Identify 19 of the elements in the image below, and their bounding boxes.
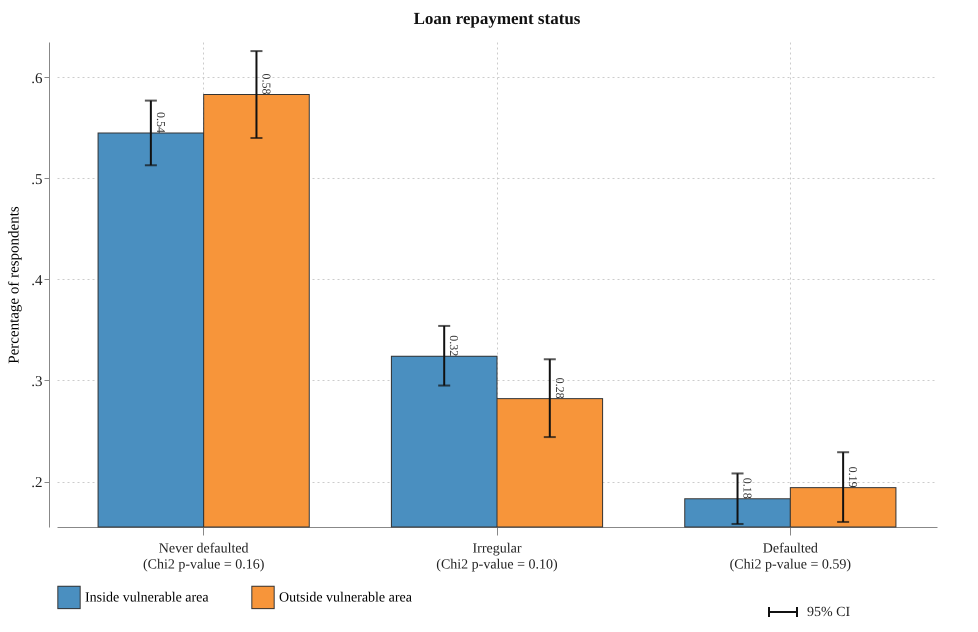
y-tick-label: .3 bbox=[31, 374, 42, 390]
text: 95% CI bbox=[807, 605, 850, 620]
y-tick-label: .4 bbox=[31, 272, 43, 289]
data-label: 0.28 bbox=[552, 378, 567, 399]
data-label: 0.54 bbox=[154, 112, 168, 133]
data-label: 0.18 bbox=[740, 478, 755, 499]
data-label: 0.58 bbox=[259, 74, 274, 95]
chart-title: Loan repayment status bbox=[414, 9, 581, 28]
y-tick-label: .2 bbox=[31, 475, 42, 492]
data-label: 0.32 bbox=[447, 335, 462, 356]
x-tick-label: Irregular (Chi2 p-value = 0.10) bbox=[436, 542, 558, 572]
legend-label: Outside vulnerable area bbox=[279, 590, 413, 606]
y-tick-label: .5 bbox=[31, 172, 42, 188]
data-label: 0.19 bbox=[846, 466, 860, 488]
x-tick-label: Defaulted (Chi2 p-value = 0.59) bbox=[730, 542, 852, 572]
legend-label: Inside vulnerable area bbox=[85, 590, 210, 606]
y-axis-title: Percentage of respondents bbox=[6, 206, 22, 364]
x-tick-label: Never defaulted (Chi2 p-value = 0.16) bbox=[142, 542, 265, 572]
y-tick-label: .6 bbox=[31, 70, 43, 87]
